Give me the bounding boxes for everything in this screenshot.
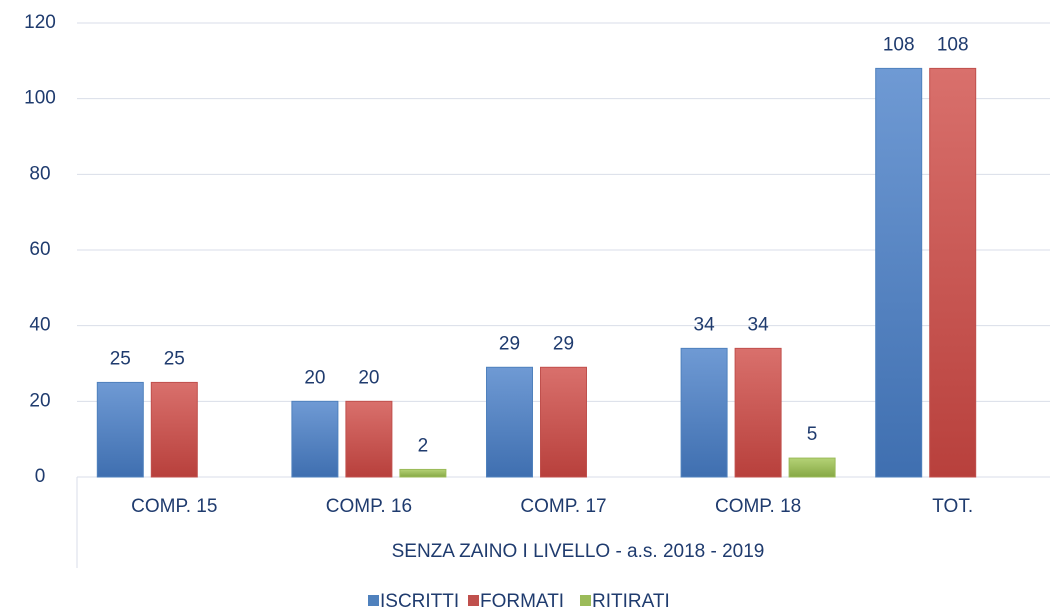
bar <box>399 468 447 478</box>
y-tick-label: 100 <box>24 88 56 109</box>
bar <box>929 67 977 478</box>
x-tick-label: COMP. 15 <box>131 496 217 517</box>
data-label: 34 <box>748 314 770 335</box>
data-label: 29 <box>499 333 520 354</box>
bar <box>680 347 728 478</box>
data-label: 108 <box>883 34 915 55</box>
y-tick-label: 40 <box>29 315 50 336</box>
x-tick-label: COMP. 18 <box>715 496 801 517</box>
legend-label: FORMATI <box>480 591 564 612</box>
data-label: 25 <box>164 348 185 369</box>
y-tick-label: 60 <box>29 239 50 260</box>
data-label: 20 <box>358 367 379 388</box>
legend-swatch <box>368 595 379 606</box>
legend-label: RITIRATI <box>592 591 670 612</box>
data-label: 25 <box>110 348 131 369</box>
data-label: 2 <box>418 435 429 456</box>
data-label: 29 <box>553 333 574 354</box>
bar <box>875 67 923 478</box>
bar <box>291 400 339 478</box>
bar <box>96 381 144 478</box>
x-axis-title: SENZA ZAINO I LIVELLO - a.s. 2018 - 2019 <box>392 541 765 562</box>
bar <box>150 381 198 478</box>
legend-label: ISCRITTI <box>380 591 459 612</box>
y-tick-label: 20 <box>29 390 50 411</box>
bar <box>734 347 782 478</box>
data-label: 108 <box>937 34 969 55</box>
y-tick-label: 120 <box>24 12 56 33</box>
x-tick-label: TOT. <box>932 496 973 517</box>
y-tick-label: 80 <box>29 163 50 184</box>
legend-swatch <box>468 595 479 606</box>
bar <box>486 366 533 478</box>
y-tick-label: 0 <box>35 466 46 487</box>
x-tick-label: COMP. 16 <box>326 496 412 517</box>
bar <box>540 366 587 478</box>
data-label: 20 <box>304 367 325 388</box>
data-label: 5 <box>807 424 818 445</box>
legend-swatch <box>580 595 591 606</box>
x-tick-label: COMP. 17 <box>520 496 606 517</box>
data-label: 34 <box>694 314 716 335</box>
bar <box>788 457 836 478</box>
bar <box>345 400 393 478</box>
